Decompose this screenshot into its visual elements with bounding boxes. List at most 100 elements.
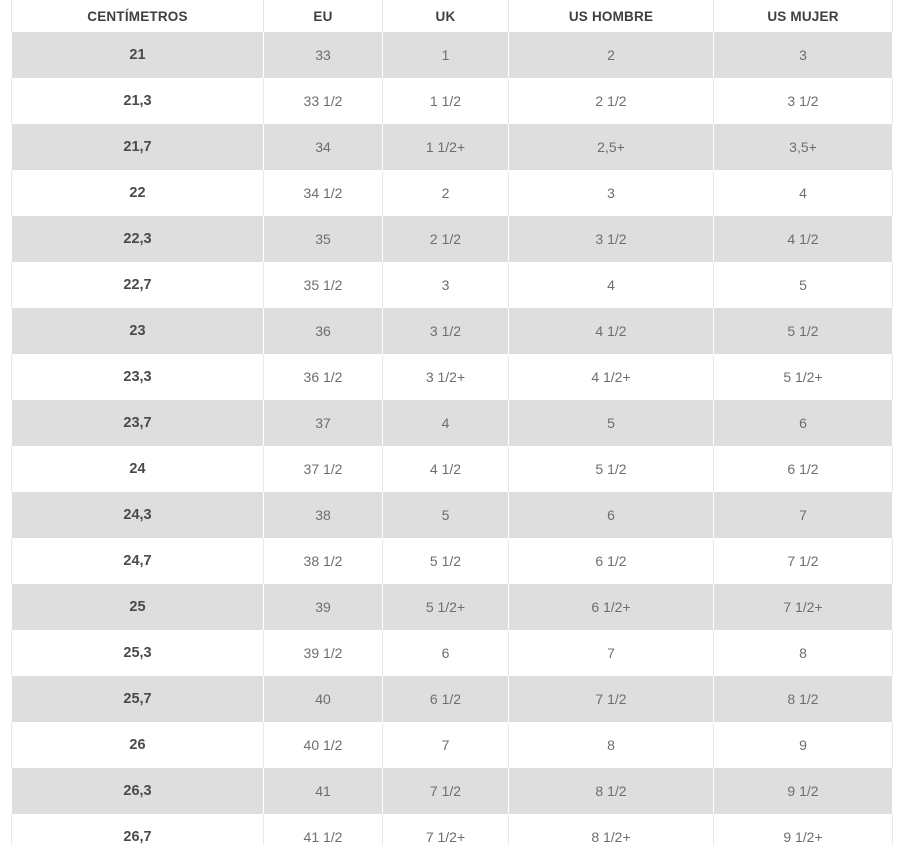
- cell-ush: 7: [508, 630, 714, 676]
- cell-cm: 22,3: [11, 216, 264, 262]
- cell-uk: 5: [382, 492, 509, 538]
- cell-ush: 8 1/2+: [508, 814, 714, 845]
- cell-eu: 36 1/2: [263, 354, 383, 400]
- cell-usm: 6 1/2: [713, 446, 893, 492]
- cell-cm: 21,3: [11, 78, 264, 124]
- cell-eu: 38 1/2: [263, 538, 383, 584]
- cell-usm: 5: [713, 262, 893, 308]
- cell-ush: 5: [508, 400, 714, 446]
- cell-uk: 1: [382, 32, 509, 78]
- cell-ush: 6 1/2: [508, 538, 714, 584]
- cell-ush: 4 1/2+: [508, 354, 714, 400]
- cell-cm: 26: [11, 722, 264, 768]
- cell-eu: 39 1/2: [263, 630, 383, 676]
- column-header-uk: UK: [382, 0, 509, 32]
- cell-ush: 3: [508, 170, 714, 216]
- cell-uk: 6 1/2: [382, 676, 509, 722]
- cell-ush: 3 1/2: [508, 216, 714, 262]
- cell-uk: 3 1/2: [382, 308, 509, 354]
- cell-cm: 25,3: [11, 630, 264, 676]
- cell-ush: 2,5+: [508, 124, 714, 170]
- cell-ush: 2 1/2: [508, 78, 714, 124]
- cell-usm: 3,5+: [713, 124, 893, 170]
- cell-uk: 5 1/2: [382, 538, 509, 584]
- cell-eu: 35: [263, 216, 383, 262]
- table-row: 23,3 36 1/2 3 1/2+ 4 1/2+ 5 1/2+: [11, 354, 893, 400]
- cell-ush: 7 1/2: [508, 676, 714, 722]
- cell-ush: 4 1/2: [508, 308, 714, 354]
- cell-uk: 2 1/2: [382, 216, 509, 262]
- cell-eu: 39: [263, 584, 383, 630]
- cell-cm: 26,3: [11, 768, 264, 814]
- table-row: 22,3 35 2 1/2 3 1/2 4 1/2: [11, 216, 893, 262]
- cell-uk: 3: [382, 262, 509, 308]
- cell-uk: 1 1/2: [382, 78, 509, 124]
- cell-usm: 9: [713, 722, 893, 768]
- cell-eu: 40: [263, 676, 383, 722]
- cell-ush: 6: [508, 492, 714, 538]
- cell-eu: 33 1/2: [263, 78, 383, 124]
- table-row: 26 40 1/2 7 8 9: [11, 722, 893, 768]
- cell-uk: 7 1/2+: [382, 814, 509, 845]
- cell-usm: 4 1/2: [713, 216, 893, 262]
- cell-uk: 4 1/2: [382, 446, 509, 492]
- table-header: CENTÍMETROS EU UK US HOMBRE US MUJER: [11, 0, 893, 32]
- cell-usm: 7: [713, 492, 893, 538]
- shoe-size-conversion-table: CENTÍMETROS EU UK US HOMBRE US MUJER 21 33 1 2 3…: [11, 0, 893, 845]
- table-body: 21 33 1 2 3 21,3 33 1/2 1 1/2 2 1/2 3 1/2 21,7 34 1 …: [11, 32, 893, 845]
- cell-cm: 24,3: [11, 492, 264, 538]
- cell-uk: 4: [382, 400, 509, 446]
- table-row: 26,7 41 1/2 7 1/2+ 8 1/2+ 9 1/2+: [11, 814, 893, 845]
- cell-eu: 37: [263, 400, 383, 446]
- cell-usm: 9 1/2: [713, 768, 893, 814]
- cell-eu: 40 1/2: [263, 722, 383, 768]
- table-row: 24,7 38 1/2 5 1/2 6 1/2 7 1/2: [11, 538, 893, 584]
- cell-usm: 8: [713, 630, 893, 676]
- cell-cm: 22: [11, 170, 264, 216]
- cell-usm: 9 1/2+: [713, 814, 893, 845]
- cell-cm: 21: [11, 32, 264, 78]
- cell-eu: 37 1/2: [263, 446, 383, 492]
- cell-eu: 34: [263, 124, 383, 170]
- cell-usm: 3 1/2: [713, 78, 893, 124]
- cell-uk: 2: [382, 170, 509, 216]
- cell-cm: 23: [11, 308, 264, 354]
- column-header-eu: EU: [263, 0, 383, 32]
- cell-ush: 8: [508, 722, 714, 768]
- cell-eu: 35 1/2: [263, 262, 383, 308]
- cell-usm: 4: [713, 170, 893, 216]
- cell-eu: 36: [263, 308, 383, 354]
- cell-cm: 26,7: [11, 814, 264, 845]
- cell-ush: 5 1/2: [508, 446, 714, 492]
- table-row: 25,3 39 1/2 6 7 8: [11, 630, 893, 676]
- cell-cm: 23,3: [11, 354, 264, 400]
- cell-cm: 24,7: [11, 538, 264, 584]
- cell-uk: 3 1/2+: [382, 354, 509, 400]
- cell-usm: 5 1/2+: [713, 354, 893, 400]
- cell-eu: 41 1/2: [263, 814, 383, 845]
- cell-cm: 21,7: [11, 124, 264, 170]
- cell-eu: 33: [263, 32, 383, 78]
- cell-eu: 38: [263, 492, 383, 538]
- table-row: 25 39 5 1/2+ 6 1/2+ 7 1/2+: [11, 584, 893, 630]
- cell-cm: 25: [11, 584, 264, 630]
- table-row: 21,7 34 1 1/2+ 2,5+ 3,5+: [11, 124, 893, 170]
- cell-usm: 7 1/2+: [713, 584, 893, 630]
- column-header-ush: US HOMBRE: [508, 0, 714, 32]
- cell-ush: 6 1/2+: [508, 584, 714, 630]
- cell-ush: 2: [508, 32, 714, 78]
- table-row: 23,7 37 4 5 6: [11, 400, 893, 446]
- cell-ush: 4: [508, 262, 714, 308]
- table-row: 26,3 41 7 1/2 8 1/2 9 1/2: [11, 768, 893, 814]
- table-row: 21,3 33 1/2 1 1/2 2 1/2 3 1/2: [11, 78, 893, 124]
- table-row: 22 34 1/2 2 3 4: [11, 170, 893, 216]
- cell-uk: 1 1/2+: [382, 124, 509, 170]
- table-row: 23 36 3 1/2 4 1/2 5 1/2: [11, 308, 893, 354]
- column-header-usm: US MUJER: [713, 0, 893, 32]
- table-row: 24 37 1/2 4 1/2 5 1/2 6 1/2: [11, 446, 893, 492]
- cell-cm: 25,7: [11, 676, 264, 722]
- cell-uk: 7: [382, 722, 509, 768]
- column-header-cm: CENTÍMETROS: [11, 0, 264, 32]
- cell-eu: 34 1/2: [263, 170, 383, 216]
